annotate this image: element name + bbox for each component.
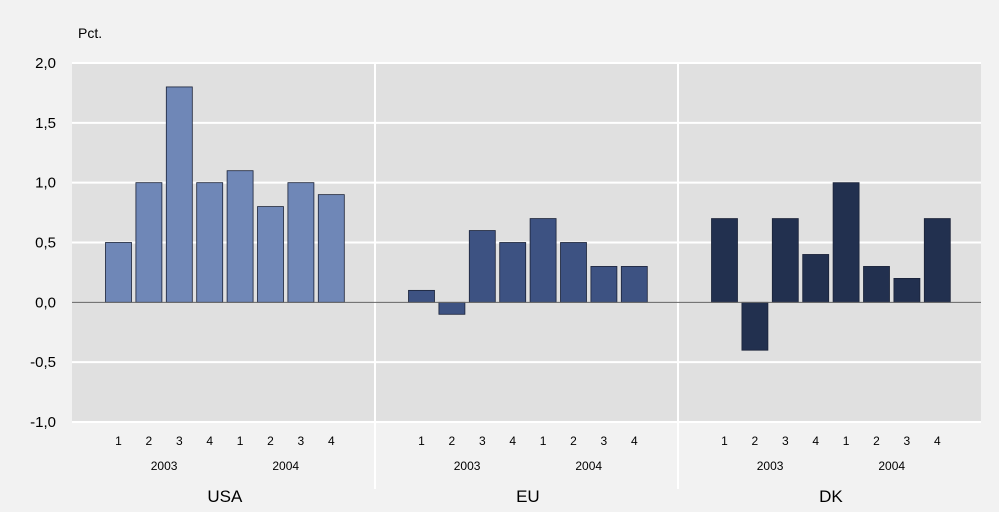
quarter-label: 1 [418,434,425,448]
y-tick-label: 1,5 [35,115,56,132]
quarter-label: 2 [449,434,456,448]
quarter-label: 3 [176,434,183,448]
panel-label: EU [516,487,540,506]
y-tick-label: 2,0 [35,55,56,72]
y-tick-label: 0,0 [35,294,56,311]
bar [317,194,345,303]
bar [408,289,435,303]
year-label: 2004 [272,459,299,473]
quarter-label: 1 [843,434,850,448]
bar [893,277,921,303]
quarter-label: 3 [904,434,911,448]
panel-label: DK [819,487,843,506]
quarter-label: 4 [328,434,335,448]
bar [771,218,799,303]
year-label: 2004 [878,459,905,473]
quarter-label: 2 [570,434,577,448]
bar [529,218,557,303]
bar [438,301,466,315]
quarter-label: 4 [934,434,941,448]
bar [832,182,860,303]
bars [105,86,951,351]
bar [741,301,769,351]
bar [711,218,738,303]
quarter-label: 1 [540,434,547,448]
quarter-label: 1 [721,434,728,448]
quarter-label: 4 [812,434,819,448]
year-label: 2003 [454,459,481,473]
bar [923,218,951,303]
bar [468,230,496,303]
quarter-label: 3 [298,434,305,448]
y-tick-label: -1,0 [30,414,56,431]
bar [165,86,193,303]
bar [499,242,527,303]
bar [257,206,284,303]
y-axis: 2,0 1,5 1,0 0,5 0,0 -0,5 -1,0 [30,55,56,431]
bar [590,266,618,303]
bar [802,254,830,303]
year-label: 2003 [151,459,178,473]
y-tick-label: -0,5 [30,354,56,371]
y-axis-unit-label: Pct. [78,25,102,41]
year-label: 2003 [757,459,784,473]
bar [287,182,315,303]
bar [863,266,890,303]
y-tick-label: 0,5 [35,235,56,252]
quarter-label: 1 [237,434,244,448]
gridlines [72,62,981,489]
quarter-label: 3 [782,434,789,448]
quarter-label: 4 [206,434,213,448]
bar [105,242,132,303]
bar [135,182,163,303]
quarter-label: 4 [631,434,638,448]
quarter-label: 3 [601,434,608,448]
bar [560,242,587,303]
bar [620,266,648,303]
quarter-label: 4 [509,434,516,448]
quarter-label: 2 [873,434,880,448]
bar [226,170,254,303]
x-axis: 1 2 3 4 1 2 3 4 2003 2004 USA 1 2 3 4 1 2 3 4 2003 2004 EU 1 2 3… [115,434,941,506]
panel-label: USA [207,487,243,506]
quarter-label: 2 [752,434,759,448]
quarter-label: 1 [115,434,122,448]
y-tick-label: 1,0 [35,175,56,192]
quarter-label: 2 [146,434,153,448]
quarter-label: 2 [267,434,274,448]
year-label: 2004 [575,459,602,473]
bar [196,182,224,303]
quarter-label: 3 [479,434,486,448]
